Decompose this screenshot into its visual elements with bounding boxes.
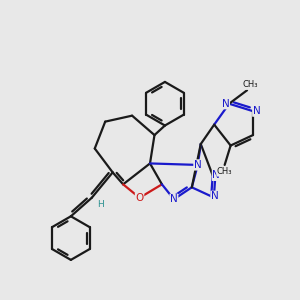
Text: N: N xyxy=(222,99,230,109)
Text: O: O xyxy=(135,193,144,203)
Text: CH₃: CH₃ xyxy=(243,80,258,89)
Text: CH₃: CH₃ xyxy=(217,167,233,176)
Text: N: N xyxy=(194,160,202,170)
Text: N: N xyxy=(170,194,178,204)
Text: N: N xyxy=(253,106,260,116)
Text: N: N xyxy=(212,170,220,180)
Text: H: H xyxy=(97,200,104,209)
Text: N: N xyxy=(211,191,219,201)
